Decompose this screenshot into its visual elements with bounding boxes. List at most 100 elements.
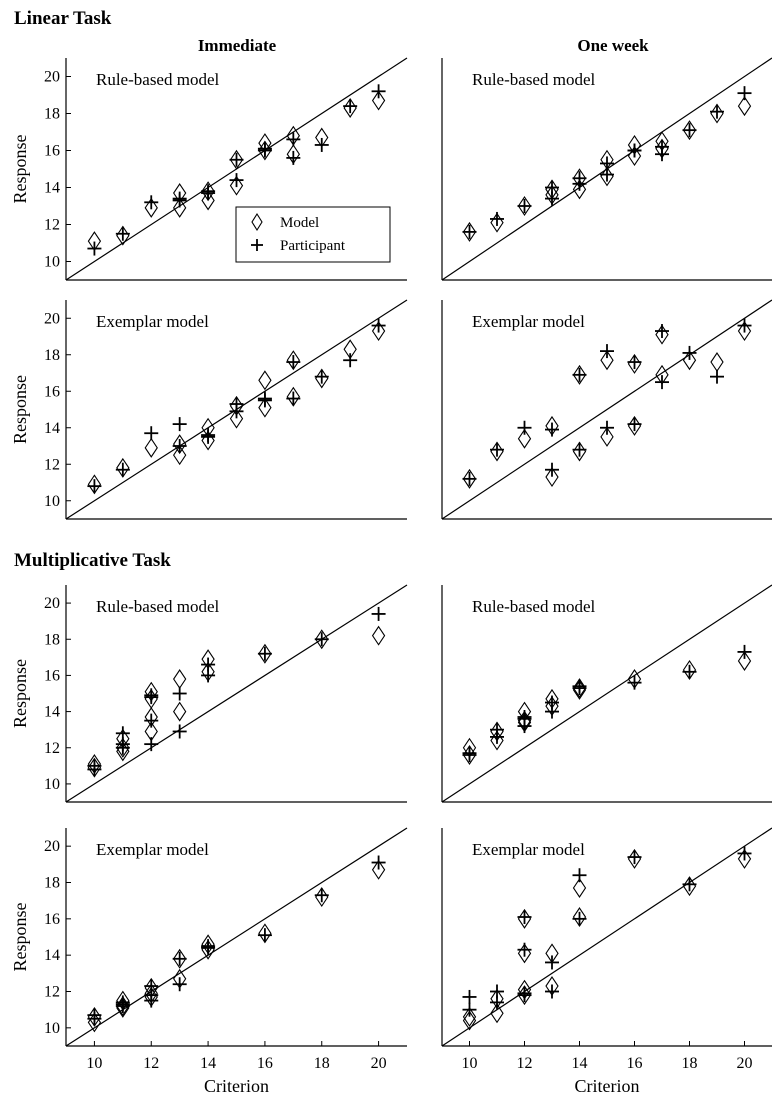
- model-point: [116, 457, 130, 478]
- participant-point: [343, 353, 358, 368]
- participant-point: [201, 429, 216, 444]
- participant-point: [517, 910, 532, 925]
- participant-point: [572, 367, 587, 382]
- participant-point: [144, 690, 159, 705]
- x-tick-label: 16: [627, 1055, 643, 1072]
- model-point: [572, 907, 587, 928]
- x-tick-label: 20: [371, 1055, 387, 1072]
- scatter-panel: Rule-based model: [441, 584, 772, 803]
- participant-point: [144, 713, 159, 728]
- participant-point: [627, 355, 642, 370]
- y-tick-label: 20: [44, 595, 60, 612]
- panels-group: 10 12 14 16 18 20 Response Rule-based model Mode…: [10, 57, 772, 1096]
- x-tick-label: 12: [517, 1055, 533, 1072]
- column-header-one-week: One week: [577, 36, 649, 55]
- legend-box: [235, 206, 391, 263]
- y-tick-label: 18: [44, 347, 60, 364]
- model-point: [600, 350, 614, 371]
- participant-point: [286, 355, 301, 370]
- model-point: [517, 985, 532, 1006]
- y-tick-label: 10: [44, 776, 60, 793]
- model-point: [201, 181, 215, 202]
- participant-point: [517, 199, 532, 213]
- model-point: [144, 437, 158, 458]
- model-point: [315, 887, 329, 908]
- model-point: [490, 441, 504, 462]
- model-point: [737, 848, 752, 869]
- model-point: [371, 321, 386, 342]
- participant-point: [229, 173, 244, 188]
- participant-point: [682, 345, 697, 360]
- participant-point: [462, 1002, 477, 1017]
- model-point: [229, 408, 244, 429]
- participant-point: [144, 737, 159, 752]
- participant-point: [257, 141, 272, 156]
- participant-point: [462, 989, 477, 1004]
- model-point: [627, 848, 642, 869]
- model-point: [572, 441, 587, 462]
- panel-title: Exemplar model: [96, 312, 209, 331]
- panel-title: Exemplar model: [96, 840, 209, 859]
- participant-point: [115, 226, 130, 241]
- model-point: [371, 625, 386, 646]
- participant-point: [201, 668, 216, 683]
- section-title-multiplicative: Multiplicative Task: [14, 550, 171, 571]
- legend-model-label: Model: [280, 215, 319, 231]
- participant-point: [572, 911, 587, 926]
- scatter-panel: Exemplar model: [441, 299, 772, 520]
- participant-point: [172, 977, 187, 992]
- participant-point: [490, 729, 504, 744]
- panel-title: Exemplar model: [472, 312, 585, 331]
- participant-point: [314, 632, 329, 647]
- y-tick-label: 16: [44, 143, 60, 160]
- participant-point: [517, 942, 532, 957]
- participant-point: [545, 955, 559, 970]
- model-point: [517, 908, 532, 929]
- model-point: [682, 120, 697, 141]
- participant-point: [257, 393, 272, 408]
- model-point: [462, 1006, 477, 1027]
- y-axis-label: Response: [10, 134, 30, 203]
- x-tick-label: 10: [86, 1055, 102, 1072]
- participant-point: [545, 984, 559, 999]
- identity-line: [65, 827, 408, 1047]
- model-point: [258, 643, 272, 664]
- model-point: [682, 876, 697, 897]
- participant-point: [627, 675, 642, 690]
- y-tick-label: 12: [44, 456, 60, 473]
- participant-point: [229, 152, 244, 167]
- model-point: [682, 350, 697, 371]
- scatter-panel: 10 12 14 16 18 20 Response Exemplar model: [10, 299, 408, 520]
- model-point: [229, 175, 244, 196]
- legend-model-marker: [251, 212, 263, 232]
- model-point: [371, 90, 386, 111]
- participant-point: [572, 868, 587, 883]
- y-tick-label: 18: [44, 631, 60, 648]
- model-point: [490, 1003, 504, 1024]
- participant-point: [371, 84, 386, 99]
- model-point: [173, 197, 187, 218]
- model-point: [517, 428, 532, 449]
- x-tick-label: 18: [314, 1055, 330, 1072]
- participant-point: [286, 132, 301, 147]
- y-tick-label: 20: [44, 838, 60, 855]
- model-point: [572, 179, 587, 200]
- model-point: [229, 149, 244, 170]
- participant-point: [371, 855, 386, 870]
- identity-line: [441, 584, 772, 803]
- x-tick-label: 14: [200, 1055, 216, 1072]
- model-point: [737, 650, 752, 671]
- y-tick-label: 14: [44, 180, 60, 197]
- model-point: [710, 103, 724, 124]
- y-tick-label: 18: [44, 875, 60, 892]
- model-point: [462, 221, 477, 242]
- panel-title: Rule-based model: [472, 597, 595, 616]
- participant-point: [172, 439, 187, 453]
- participant-point: [172, 724, 187, 739]
- participant-point: [600, 344, 614, 359]
- model-point: [201, 190, 215, 211]
- model-point: [87, 757, 102, 778]
- participant-point: [257, 928, 272, 943]
- panel-title: Rule-based model: [96, 70, 219, 89]
